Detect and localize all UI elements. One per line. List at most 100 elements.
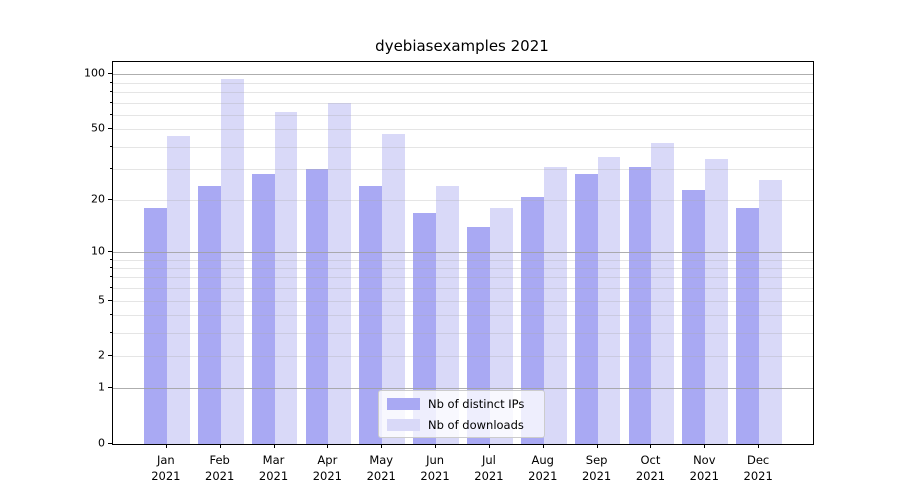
y-minor-tick (109, 331, 112, 333)
y-minor-tick (109, 168, 112, 170)
bar-downloads (597, 157, 621, 444)
y-minor-tick (109, 81, 112, 83)
y-minor-tick (109, 113, 112, 115)
y-tick-label: 10 (91, 244, 105, 258)
bar-distinct-ips (467, 227, 490, 444)
y-tick-label: 5 (98, 293, 105, 307)
y-tick-label: 20 (91, 192, 105, 206)
gridline (113, 300, 813, 302)
bar-downloads (166, 135, 190, 444)
gridline (113, 259, 813, 261)
gridline (113, 388, 813, 390)
y-tick (108, 387, 112, 389)
x-tick-label: Jun 2021 (408, 452, 462, 484)
x-tick (758, 444, 760, 448)
x-tick-label: Nov 2021 (677, 452, 731, 484)
y-tick (108, 443, 112, 444)
gridline (113, 277, 813, 279)
legend-label: Nb of downloads (428, 417, 524, 432)
bar-distinct-ips (251, 174, 275, 444)
x-tick-label: Aug 2021 (516, 452, 570, 484)
bar-downloads (328, 102, 352, 444)
x-tick-label-year: 2021 (258, 469, 289, 483)
y-minor-tick (109, 91, 112, 93)
bar-downloads (651, 142, 675, 444)
x-tick-label: Oct 2021 (623, 452, 677, 484)
x-tick (273, 444, 275, 448)
x-tick-label: Dec 2021 (731, 452, 785, 484)
x-tick-label-year: 2021 (635, 469, 666, 483)
plot-area (112, 61, 814, 445)
y-minor-tick (109, 276, 112, 278)
x-tick (596, 444, 598, 448)
x-tick-label: Mar 2021 (247, 452, 301, 484)
y-minor-tick (109, 314, 112, 316)
x-tick-label: Jul 2021 (462, 452, 516, 484)
x-tick-label-year: 2021 (474, 469, 504, 483)
bar-downloads (543, 166, 567, 444)
bar-distinct-ips (574, 174, 598, 444)
x-tick-label-year: 2021 (366, 469, 396, 483)
y-tick-label: 100 (84, 66, 105, 80)
x-tick (327, 444, 329, 448)
gridline (113, 268, 813, 270)
x-tick-label: May 2021 (354, 452, 408, 484)
bar-downloads (382, 134, 406, 444)
y-tick (108, 73, 112, 75)
gridline (113, 92, 813, 94)
y-minor-tick (109, 101, 112, 103)
gridline (113, 169, 813, 171)
x-tick-label-year: 2021 (528, 469, 558, 483)
y-tick-label: 2 (98, 348, 105, 362)
x-tick-label-year: 2021 (205, 469, 235, 483)
x-tick-label-year: 2021 (581, 469, 612, 483)
y-tick-label: 50 (91, 121, 105, 135)
x-tick (650, 444, 652, 448)
bar-distinct-ips (628, 166, 652, 444)
y-tick (108, 128, 112, 130)
bar-downloads (436, 186, 459, 444)
bar-distinct-ips (143, 208, 167, 444)
gridline (113, 200, 813, 202)
x-tick (435, 444, 437, 448)
legend-item: Nb of downloads (387, 418, 544, 432)
bar-distinct-ips (520, 196, 544, 444)
chart-title: dyebiasexamples 2021 (375, 37, 549, 55)
x-tick-label-year: 2021 (420, 469, 450, 483)
x-tick (165, 444, 167, 448)
gridline (113, 251, 813, 253)
gridline (113, 332, 813, 334)
bar-distinct-ips (736, 208, 760, 444)
x-tick-label: Sep 2021 (570, 452, 624, 484)
y-tick (108, 250, 112, 252)
gridline (113, 315, 813, 317)
bar-downloads (705, 159, 729, 444)
x-tick-label-year: 2021 (743, 469, 773, 483)
y-tick (108, 199, 112, 201)
gridline (113, 356, 813, 358)
y-minor-tick (109, 287, 112, 289)
gridline (113, 82, 813, 84)
bar-distinct-ips (197, 186, 221, 444)
bar-downloads (489, 208, 513, 444)
gridline (113, 74, 813, 76)
x-tick (488, 444, 490, 448)
x-tick-label: Feb 2021 (193, 452, 247, 484)
y-tick (108, 355, 112, 357)
x-tick (381, 444, 383, 448)
legend: Nb of distinct IPs Nb of downloads (378, 390, 545, 438)
y-tick-label: 0 (98, 436, 105, 450)
legend-swatch-downloads-icon (387, 418, 420, 431)
x-tick-label-year: 2021 (151, 469, 181, 483)
y-tick-label: 1 (98, 380, 105, 394)
legend-swatch-distinct-ips-icon (387, 397, 420, 410)
x-tick (542, 444, 544, 448)
bar-distinct-ips (359, 186, 383, 444)
gridline (113, 288, 813, 290)
bar-distinct-ips (413, 212, 437, 444)
y-tick (108, 299, 112, 301)
gridline (113, 102, 813, 104)
bar-downloads (759, 180, 783, 444)
bar-distinct-ips (305, 169, 329, 444)
